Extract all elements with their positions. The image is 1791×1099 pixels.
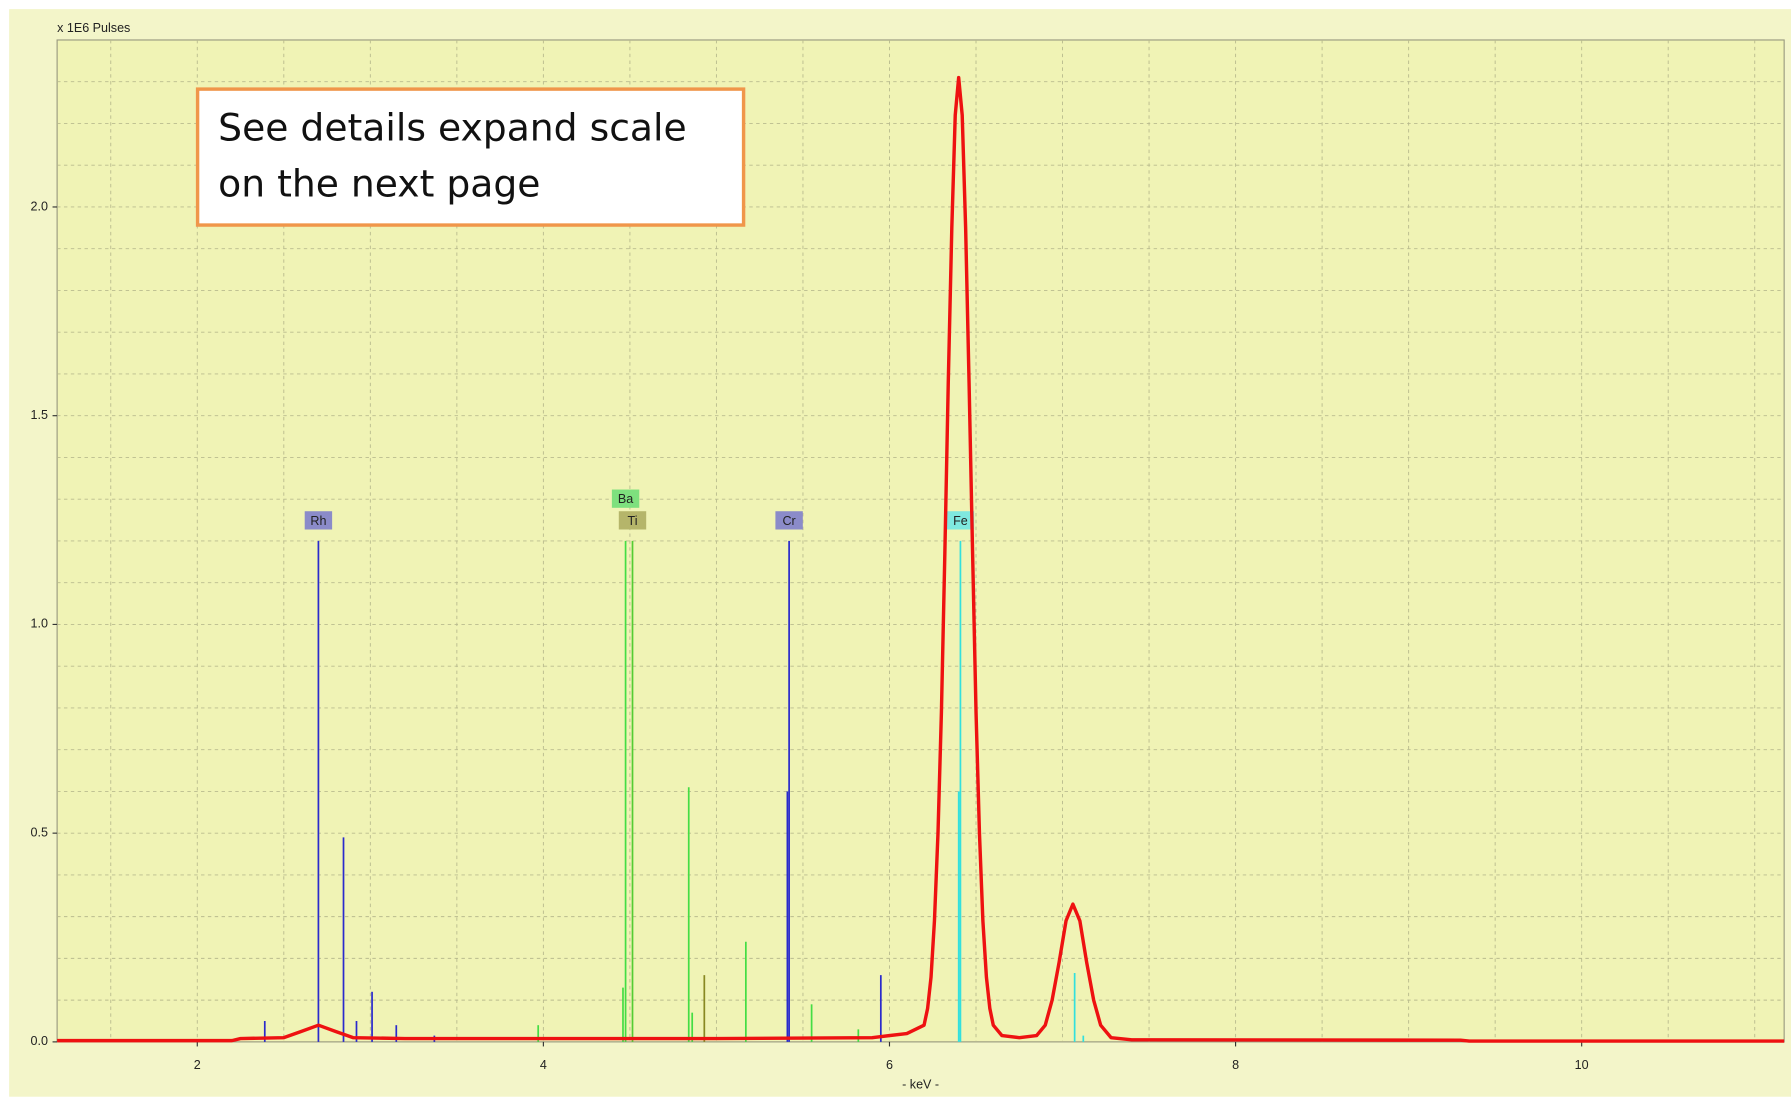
element-label: Cr	[782, 514, 795, 528]
element-label: Rh	[310, 514, 326, 528]
x-tick-label: 10	[1575, 1058, 1589, 1072]
element-label: Ba	[618, 492, 633, 506]
element-label-box	[611, 489, 640, 508]
element-label: Ti	[628, 514, 638, 528]
y-unit-label: x 1E6 Pulses	[57, 21, 130, 35]
y-tick-label: 0.5	[31, 825, 48, 839]
y-tick-label: 1.5	[31, 408, 48, 422]
x-axis-label: - keV -	[902, 1078, 939, 1092]
spectrum-line	[57, 75, 1785, 1043]
annotation-line: See details expand scale	[218, 106, 687, 150]
y-tick-label: 0.0	[31, 1034, 48, 1048]
element-label-box	[946, 511, 975, 530]
element-label-box	[775, 511, 803, 530]
annotation-line: on the next page	[218, 162, 540, 206]
x-tick-label: 8	[1232, 1058, 1239, 1072]
x-tick-label: 2	[194, 1058, 201, 1072]
element-label-box	[618, 511, 647, 530]
x-tick-label: 6	[886, 1058, 893, 1072]
x-tick-label: 4	[540, 1058, 547, 1072]
annotation-box	[195, 87, 746, 227]
plot: 0.0 0.5 1.0 1.5 2.0 2 4 6 8 10 Rh Ba Ti Cr Fe	[31, 39, 1785, 1072]
y-tick-label: 1.0	[31, 617, 48, 631]
element-label-box	[304, 511, 333, 530]
y-tick-label: 2.0	[31, 199, 48, 213]
element-label: Fe	[953, 514, 968, 528]
